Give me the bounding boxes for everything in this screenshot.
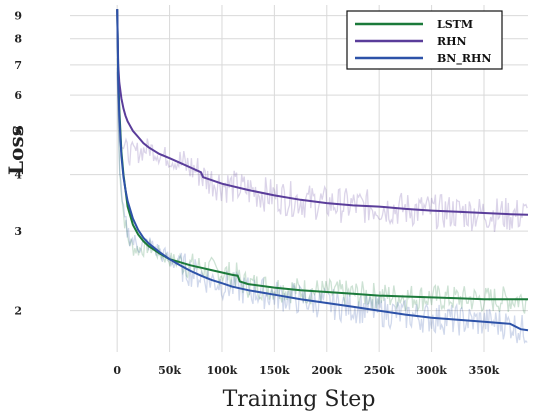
y-tick-label-5: 7 <box>14 59 22 72</box>
x-tick-label-4: 200k <box>311 364 342 377</box>
x-tick-label-6: 300k <box>416 364 447 377</box>
x-tick-label-2: 100k <box>207 364 238 377</box>
y-axis-label: Loss <box>4 125 28 175</box>
y-tick-label-4: 6 <box>14 89 22 102</box>
x-tick-label-5: 250k <box>364 364 395 377</box>
y-tick-label-6: 8 <box>14 33 22 46</box>
x-tick-label-0: 0 <box>113 364 121 377</box>
legend-label-bn-rhn: BN_RHN <box>437 52 491 66</box>
series-line-bn-rhn <box>116 9 529 332</box>
x-tick-label-1: 50k <box>158 364 181 377</box>
legend-label-lstm: LSTM <box>437 18 473 31</box>
series-lines <box>116 9 529 332</box>
y-tick-label-0: 2 <box>14 305 22 318</box>
legend: LSTM RHN BN_RHN <box>346 10 503 70</box>
x-tick-label-3: 150k <box>259 364 290 377</box>
y-tick-label-7: 9 <box>14 10 22 23</box>
y-tick-labels: 2 3 4 5 6 7 8 9 <box>14 10 22 318</box>
y-tick-label-3: 5 <box>14 125 22 138</box>
x-tick-label-7: 350k <box>469 364 500 377</box>
x-tick-labels: 0 50k 100k 150k 200k 250k 300k 350k <box>113 364 499 377</box>
x-axis-label: Training Step <box>223 387 376 412</box>
y-tick-label-2: 4 <box>14 169 22 182</box>
raw-trace-rhn <box>116 71 528 232</box>
y-tick-label-1: 3 <box>14 225 22 238</box>
legend-label-rhn: RHN <box>437 35 467 48</box>
series-line-rhn <box>116 9 529 216</box>
